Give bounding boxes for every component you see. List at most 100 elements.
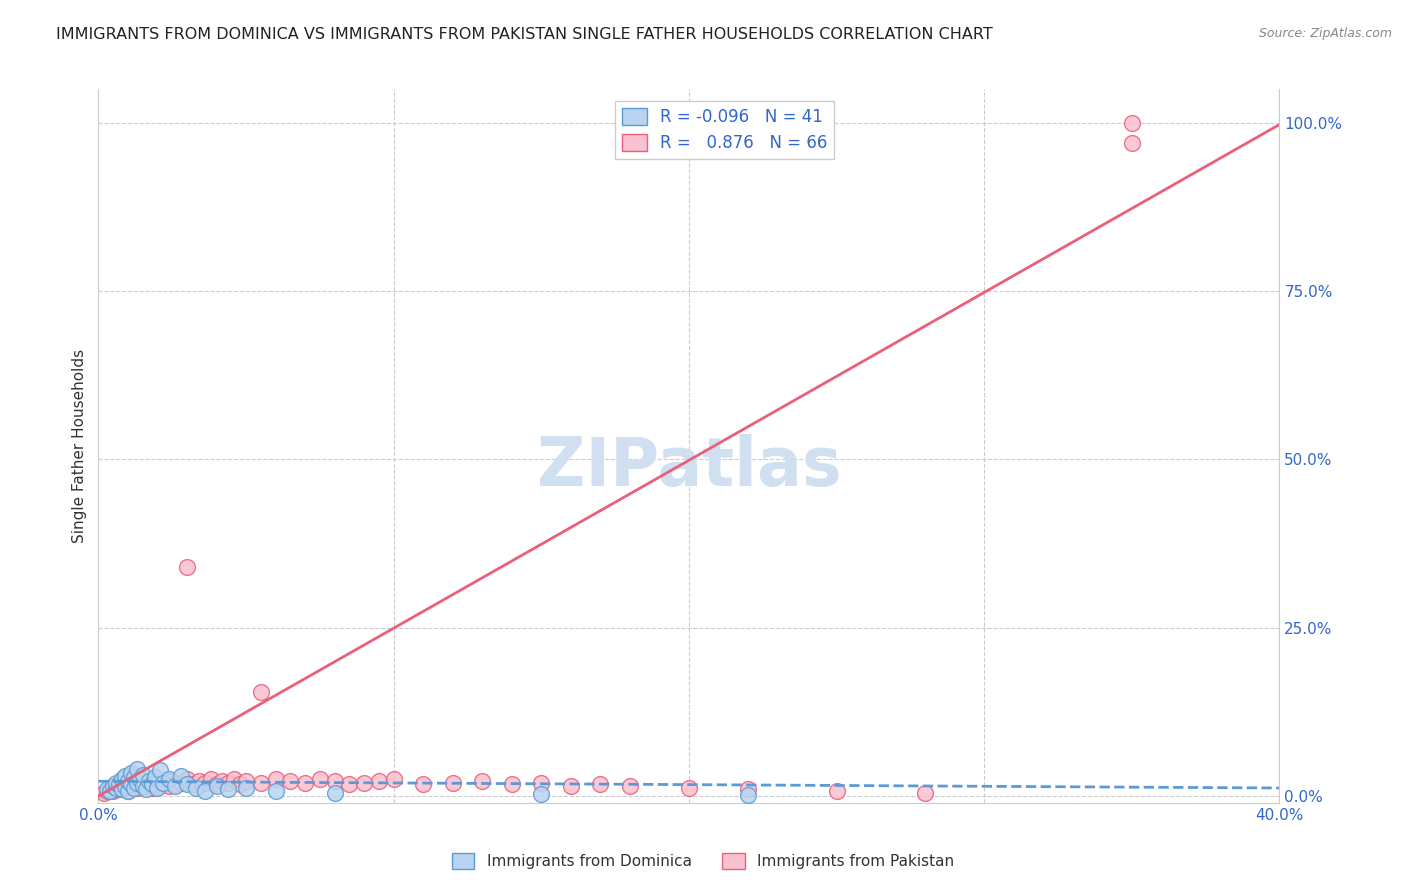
Point bbox=[250, 775, 273, 789]
Point bbox=[149, 779, 172, 793]
Point bbox=[132, 779, 155, 793]
Point bbox=[339, 777, 360, 791]
Point bbox=[141, 777, 163, 791]
Point bbox=[132, 777, 155, 791]
Point bbox=[146, 780, 169, 795]
Point bbox=[132, 767, 155, 781]
Point bbox=[181, 777, 204, 791]
Point bbox=[278, 774, 302, 789]
Point bbox=[1121, 116, 1143, 130]
Point bbox=[294, 775, 316, 789]
Point bbox=[619, 779, 641, 793]
Point bbox=[143, 770, 166, 784]
Point bbox=[441, 775, 464, 789]
Text: Source: ZipAtlas.com: Source: ZipAtlas.com bbox=[1258, 27, 1392, 40]
Point bbox=[103, 780, 125, 795]
Point bbox=[205, 779, 228, 793]
Point bbox=[184, 780, 207, 795]
Point bbox=[111, 772, 134, 787]
Point bbox=[120, 765, 142, 780]
Point bbox=[165, 779, 187, 793]
Point bbox=[501, 777, 523, 791]
Point bbox=[135, 779, 157, 793]
Point bbox=[200, 772, 222, 787]
Point bbox=[157, 779, 180, 793]
Y-axis label: Single Father Households: Single Father Households bbox=[72, 349, 87, 543]
Point bbox=[143, 772, 166, 787]
Point bbox=[205, 777, 228, 791]
Legend: R = -0.096   N = 41, R =   0.876   N = 66: R = -0.096 N = 41, R = 0.876 N = 66 bbox=[614, 101, 834, 159]
Point bbox=[111, 780, 134, 795]
Point bbox=[323, 774, 346, 789]
Text: IMMIGRANTS FROM DOMINICA VS IMMIGRANTS FROM PAKISTAN SINGLE FATHER HOUSEHOLDS CO: IMMIGRANTS FROM DOMINICA VS IMMIGRANTS F… bbox=[56, 27, 993, 42]
Point bbox=[120, 779, 142, 793]
Point bbox=[114, 779, 136, 793]
Point bbox=[914, 786, 936, 800]
Point bbox=[176, 777, 198, 791]
Point bbox=[217, 782, 239, 797]
Point bbox=[108, 777, 131, 791]
Point bbox=[135, 782, 157, 797]
Point bbox=[250, 684, 273, 698]
Point bbox=[211, 774, 233, 789]
Point bbox=[128, 774, 150, 789]
Point bbox=[149, 764, 172, 778]
Point bbox=[141, 780, 163, 795]
Point bbox=[165, 777, 187, 791]
Point bbox=[157, 772, 180, 787]
Point bbox=[103, 779, 125, 793]
Point bbox=[353, 775, 375, 789]
Point bbox=[125, 762, 148, 776]
Point bbox=[309, 772, 332, 787]
Point bbox=[1121, 136, 1143, 150]
Point bbox=[176, 560, 198, 574]
Point bbox=[108, 777, 131, 791]
Point bbox=[93, 786, 115, 800]
Point bbox=[235, 780, 257, 795]
Point bbox=[105, 775, 128, 789]
Point bbox=[162, 774, 183, 789]
Point bbox=[114, 769, 136, 783]
Point bbox=[125, 780, 148, 795]
Point bbox=[146, 777, 169, 791]
Point bbox=[368, 774, 391, 789]
Point bbox=[170, 769, 193, 783]
Point bbox=[737, 788, 759, 802]
Legend: Immigrants from Dominica, Immigrants from Pakistan: Immigrants from Dominica, Immigrants fro… bbox=[446, 847, 960, 875]
Point bbox=[471, 774, 494, 789]
Point bbox=[235, 774, 257, 789]
Point bbox=[412, 777, 434, 791]
Point bbox=[678, 780, 700, 795]
Point bbox=[382, 772, 405, 787]
Point bbox=[128, 772, 150, 787]
Point bbox=[530, 775, 553, 789]
Point bbox=[96, 782, 118, 797]
Point bbox=[264, 783, 287, 797]
Point bbox=[122, 770, 145, 784]
Point bbox=[264, 772, 287, 787]
Point bbox=[589, 777, 612, 791]
Point bbox=[224, 772, 246, 787]
Point bbox=[176, 772, 198, 787]
Point bbox=[560, 779, 582, 793]
Point bbox=[122, 780, 145, 795]
Point bbox=[111, 782, 134, 797]
Point bbox=[155, 777, 177, 791]
Point bbox=[194, 775, 217, 789]
Point bbox=[152, 775, 174, 789]
Point bbox=[138, 774, 160, 789]
Point bbox=[825, 783, 848, 797]
Point bbox=[120, 777, 142, 791]
Point bbox=[117, 775, 139, 789]
Point bbox=[737, 782, 759, 797]
Text: ZIPatlas: ZIPatlas bbox=[537, 434, 841, 500]
Point bbox=[125, 775, 148, 789]
Point bbox=[138, 775, 160, 789]
Point bbox=[217, 775, 239, 789]
Point bbox=[117, 774, 139, 789]
Point bbox=[187, 774, 209, 789]
Point bbox=[117, 783, 139, 797]
Point bbox=[194, 783, 217, 797]
Point bbox=[117, 783, 139, 797]
Point bbox=[108, 782, 131, 797]
